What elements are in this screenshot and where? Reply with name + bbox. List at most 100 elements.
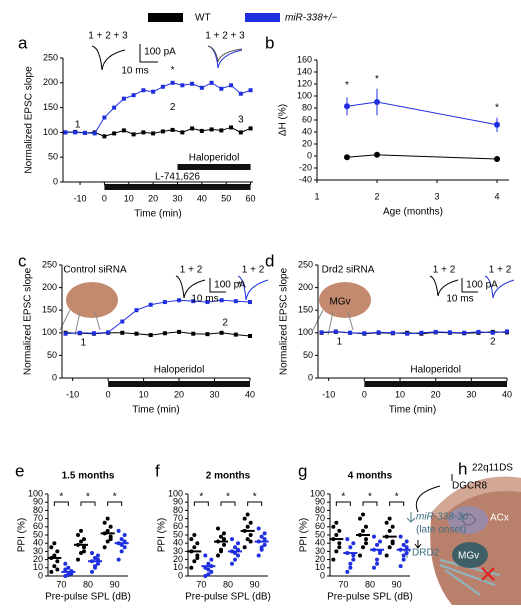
dot xyxy=(209,569,214,574)
dot xyxy=(245,537,250,542)
dot xyxy=(334,533,339,537)
point xyxy=(91,331,96,336)
y-tick-label: 200 xyxy=(298,282,313,292)
x-tick-label: 10 xyxy=(139,389,149,399)
y-tick-label: 40 xyxy=(33,538,43,548)
dot xyxy=(337,545,342,550)
point xyxy=(160,129,165,134)
legend-swatch xyxy=(245,13,280,22)
panel-title: 1.5 months xyxy=(62,471,115,482)
dot xyxy=(364,537,368,542)
sig-bracket xyxy=(335,501,351,506)
point xyxy=(219,298,224,303)
inset-label: Control siRNA xyxy=(63,265,127,276)
x-tick-label: 70 xyxy=(338,579,348,589)
dot xyxy=(404,539,409,544)
y-tick-label: 50 xyxy=(173,529,183,539)
y-tick-label: 0 xyxy=(307,150,312,160)
dot xyxy=(219,534,223,539)
dot xyxy=(401,553,406,558)
node-label: DGCR8 xyxy=(452,481,487,492)
drug-bar xyxy=(108,381,250,387)
legend-label: miR-338+/− xyxy=(285,13,337,24)
dot xyxy=(242,516,247,521)
y-tick-label: 0 xyxy=(52,372,57,382)
x-tick-label: 1 xyxy=(314,191,319,201)
dot xyxy=(345,569,350,574)
x-tick-label: 80 xyxy=(223,579,233,589)
inset-label: 100 pA xyxy=(144,47,176,58)
x-tick-label: 40 xyxy=(245,389,255,399)
dot xyxy=(245,512,250,517)
point xyxy=(462,330,467,335)
sig-bracket xyxy=(362,501,378,506)
dot xyxy=(372,565,376,570)
node-label: miR-338-3p xyxy=(416,512,469,523)
y-axis-label: Normalized EPSC slope xyxy=(24,66,35,174)
dot xyxy=(209,557,214,562)
dot xyxy=(398,534,403,539)
dot xyxy=(63,567,68,572)
panel-title: 2 months xyxy=(206,471,251,482)
y-tick-label: 30 xyxy=(315,546,325,556)
y-tick-label: 150 xyxy=(42,305,57,315)
point xyxy=(162,300,167,305)
point xyxy=(248,333,252,338)
point xyxy=(494,121,500,128)
x-axis-label: Pre-pulse SPL (dB) xyxy=(185,592,271,603)
inset-label: 100 pA xyxy=(214,280,246,291)
dot xyxy=(105,516,110,521)
x-axis-label: Pre-pulse SPL (dB) xyxy=(45,592,131,603)
point xyxy=(180,130,185,135)
point xyxy=(219,330,224,335)
drug-bar xyxy=(364,381,507,387)
dot xyxy=(337,528,342,533)
point xyxy=(134,308,139,313)
y-tick-label: 10 xyxy=(173,562,183,572)
y-tick-label: 50 xyxy=(303,350,313,360)
y-tick-label: 160 xyxy=(297,54,312,64)
point xyxy=(348,330,353,335)
point xyxy=(405,331,410,336)
dot xyxy=(222,542,226,547)
y-tick-label: 50 xyxy=(33,529,43,539)
dot xyxy=(262,531,267,536)
dot xyxy=(102,545,107,550)
y-axis-label: PPI (%) xyxy=(157,518,168,552)
point xyxy=(390,330,395,335)
point xyxy=(162,331,167,336)
y-tick-label: 100 xyxy=(298,327,313,337)
point xyxy=(131,93,136,98)
dot xyxy=(259,545,264,550)
inset-label: 1 + 2 xyxy=(433,265,456,276)
dot xyxy=(96,553,100,558)
dot xyxy=(189,537,194,542)
node-label: MGv xyxy=(458,551,479,562)
dot xyxy=(49,569,54,574)
dot xyxy=(230,537,234,542)
inset-label: 10 ms xyxy=(191,294,218,305)
x-tick-label: 90 xyxy=(250,579,260,589)
dot xyxy=(203,574,208,578)
dot xyxy=(216,526,220,531)
point xyxy=(490,330,495,335)
panel-label: f xyxy=(155,461,160,480)
point xyxy=(121,128,126,133)
point xyxy=(248,88,253,93)
x-tick-label: 2 xyxy=(374,191,379,201)
dot xyxy=(358,553,362,558)
y-tick-label: 90 xyxy=(33,497,43,507)
dot xyxy=(102,520,107,525)
dot xyxy=(66,565,71,570)
y-axis-label: Normalized EPSC slope xyxy=(279,267,290,375)
x-tick-label: 0 xyxy=(102,193,107,203)
dot xyxy=(203,553,208,558)
dot xyxy=(55,567,60,572)
sig-bracket xyxy=(247,501,263,506)
y-tick-label: 150 xyxy=(43,102,58,112)
dot xyxy=(96,561,100,566)
node-label: (late onset) xyxy=(416,525,466,536)
series-line xyxy=(346,101,498,126)
y-tick-label: 80 xyxy=(173,505,183,515)
